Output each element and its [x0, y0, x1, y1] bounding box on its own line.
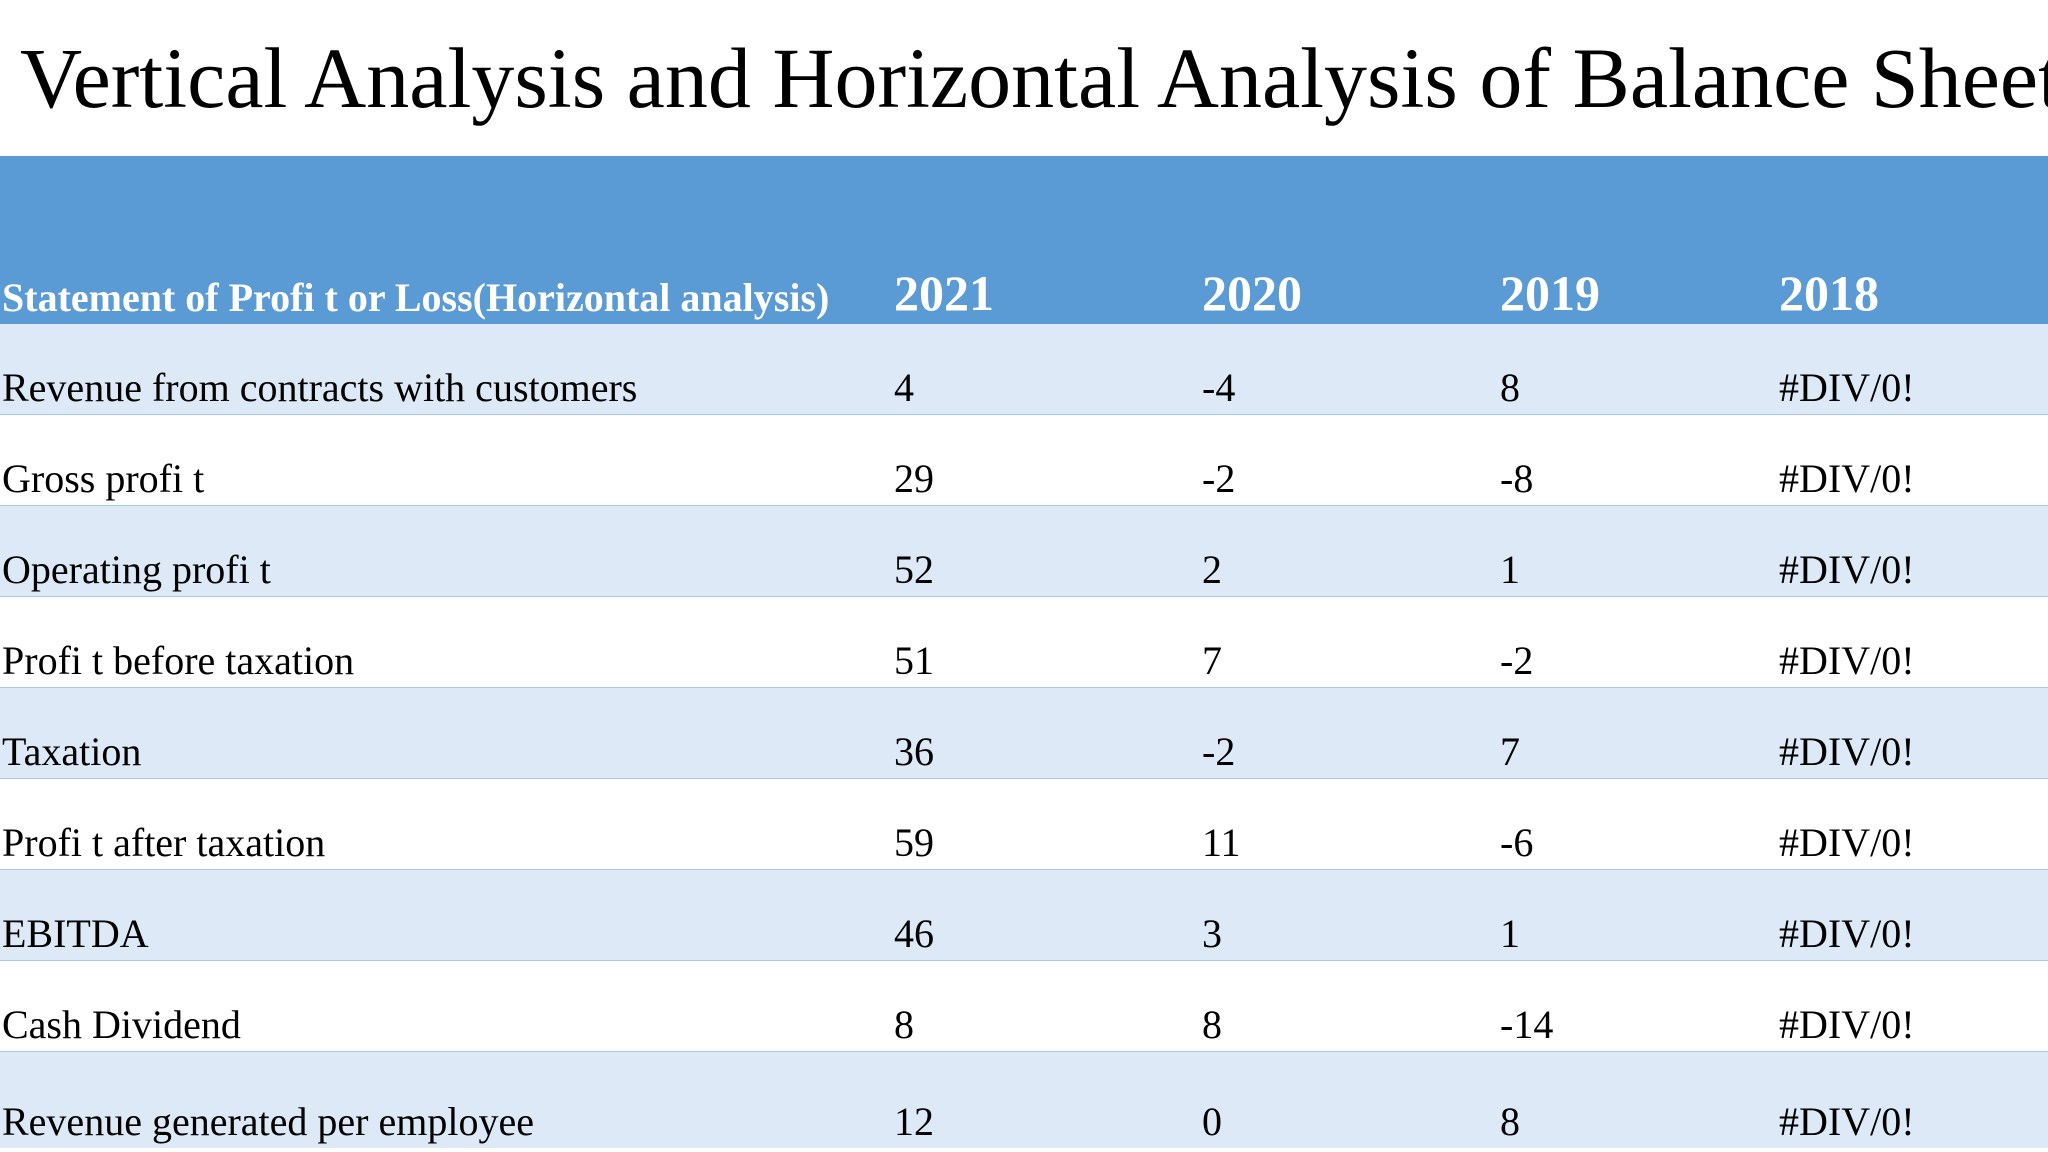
row-value-2021: 52 [894, 547, 934, 592]
row-value-2019: 7 [1500, 729, 1520, 774]
row-value-2018: #DIV/0! [1779, 456, 1915, 501]
row-value-2018: #DIV/0! [1779, 1099, 1915, 1144]
row-value-2018: #DIV/0! [1779, 911, 1915, 956]
row-value-2020: -4 [1202, 365, 1236, 410]
row-value-2020: -2 [1202, 729, 1236, 774]
row-value-2020: 3 [1202, 911, 1222, 956]
row-value-2018: #DIV/0! [1779, 638, 1915, 683]
row-value-2021: 29 [894, 456, 934, 501]
table-row: Revenue from contracts with customers 4 … [0, 324, 2048, 415]
row-value-2021: 36 [894, 729, 934, 774]
row-value-2021: 4 [894, 365, 914, 410]
table-row: Operating profi t 52 2 1 #DIV/0! [0, 506, 2048, 597]
table-row: Revenue generated per employee 12 0 8 #D… [0, 1052, 2048, 1148]
header-year-2018: 2018 [1779, 265, 1879, 321]
row-value-2020: -2 [1202, 456, 1236, 501]
row-label: Taxation [2, 729, 142, 774]
row-value-2018: #DIV/0! [1779, 547, 1915, 592]
row-value-2019: -6 [1500, 820, 1534, 865]
row-value-2020: 2 [1202, 547, 1222, 592]
row-value-2018: #DIV/0! [1779, 365, 1915, 410]
row-value-2021: 46 [894, 911, 934, 956]
row-value-2018: #DIV/0! [1779, 1002, 1915, 1047]
row-label: Revenue from contracts with customers [2, 365, 638, 410]
row-value-2020: 0 [1202, 1099, 1222, 1144]
table-row: Profi t before taxation 51 7 -2 #DIV/0! [0, 597, 2048, 688]
table-row: Taxation 36 -2 7 #DIV/0! [0, 688, 2048, 779]
row-value-2019: 8 [1500, 1099, 1520, 1144]
row-value-2018: #DIV/0! [1779, 820, 1915, 865]
row-label: Profi t after taxation [2, 820, 326, 865]
row-value-2019: 1 [1500, 911, 1520, 956]
table-row: EBITDA 46 3 1 #DIV/0! [0, 870, 2048, 961]
row-value-2019: 8 [1500, 365, 1520, 410]
row-value-2018: #DIV/0! [1779, 729, 1915, 774]
slide-title: Vertical Analysis and Horizontal Analysi… [20, 30, 2048, 126]
row-label: Profi t before taxation [2, 638, 355, 683]
row-label: Gross profi t [2, 456, 205, 501]
header-label: Statement of Profi t or Loss(Horizontal … [2, 275, 830, 320]
row-label: Operating profi t [2, 547, 271, 592]
row-value-2021: 59 [894, 820, 934, 865]
table-row: Profi t after taxation 59 11 -6 #DIV/0! [0, 779, 2048, 870]
row-value-2019: 1 [1500, 547, 1520, 592]
header-year-2019: 2019 [1500, 265, 1600, 321]
row-value-2019: -8 [1500, 456, 1534, 501]
row-value-2021: 8 [894, 1002, 914, 1047]
row-value-2021: 51 [894, 638, 934, 683]
table-row: Gross profi t 29 -2 -8 #DIV/0! [0, 415, 2048, 506]
row-value-2020: 11 [1202, 820, 1241, 865]
row-label: EBITDA [2, 911, 149, 956]
header-year-2021: 2021 [894, 265, 994, 321]
row-label: Revenue generated per employee [2, 1099, 534, 1144]
row-value-2019: -2 [1500, 638, 1534, 683]
row-value-2020: 8 [1202, 1002, 1222, 1047]
row-value-2019: -14 [1500, 1002, 1554, 1047]
table-row: Cash Dividend 8 8 -14 #DIV/0! [0, 961, 2048, 1052]
horizontal-analysis-table: Statement of Profi t or Loss(Horizontal … [0, 156, 2048, 1148]
row-value-2021: 12 [894, 1099, 934, 1144]
row-label: Cash Dividend [2, 1002, 241, 1047]
row-value-2020: 7 [1202, 638, 1222, 683]
header-year-2020: 2020 [1202, 265, 1302, 321]
table-header-row: Statement of Profi t or Loss(Horizontal … [0, 156, 2048, 324]
